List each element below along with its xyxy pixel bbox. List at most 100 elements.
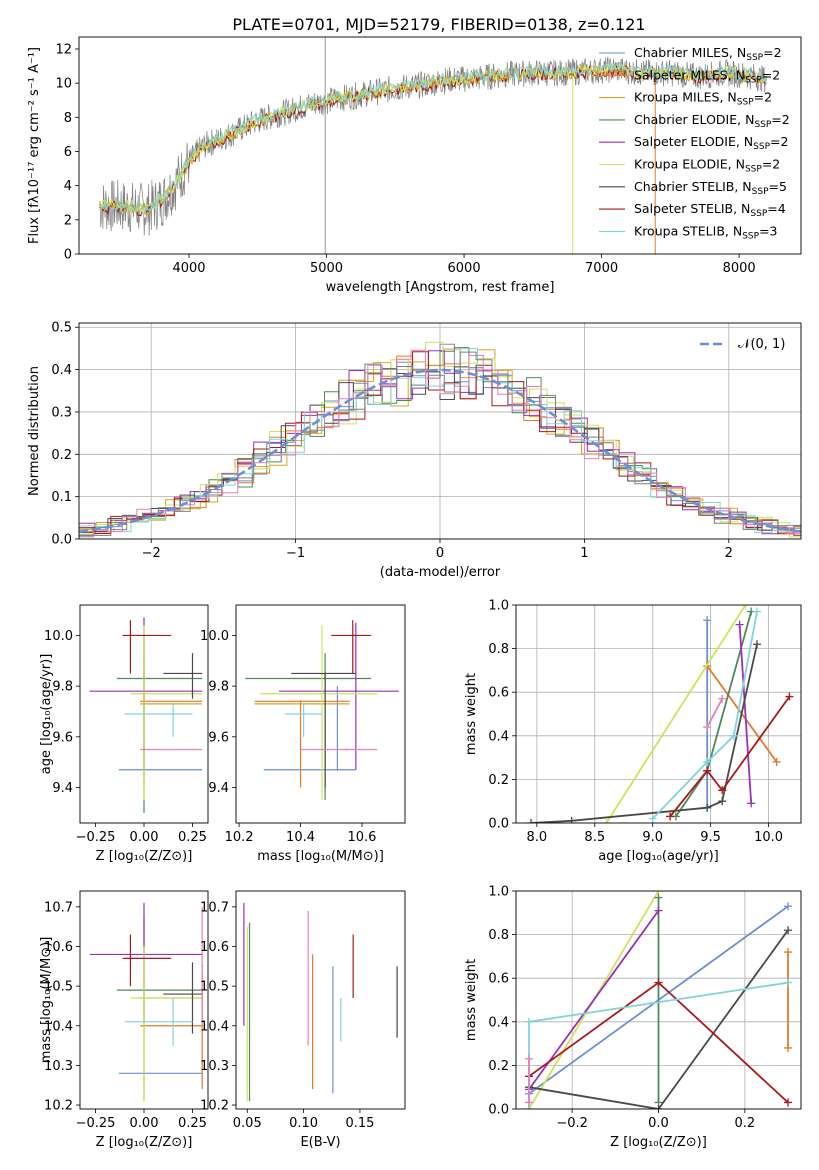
y-tick-label: 10.6 <box>200 940 229 955</box>
legend-entry: 𝒩(0, 1) <box>738 337 785 352</box>
x-axis-label: mass [log₁₀(M/M⊙)] <box>257 849 384 864</box>
series-marker <box>654 978 663 987</box>
histogram-step <box>79 349 801 538</box>
y-axis-label: mass weight <box>464 959 479 1041</box>
series-marker <box>752 607 761 616</box>
series-marker <box>784 948 793 957</box>
x-tick-label: −0.25 <box>76 1116 116 1131</box>
legend-sub: SSP <box>754 120 771 130</box>
histogram-step <box>79 351 801 536</box>
plot-area <box>89 902 204 1102</box>
x-tick-label: 0 <box>436 546 444 561</box>
x-tick-label: 2 <box>725 546 733 561</box>
series-line <box>706 698 723 728</box>
x-tick-label: 9.0 <box>642 830 663 845</box>
normal-reference-curve <box>79 368 801 533</box>
series-marker <box>718 786 727 795</box>
data-point <box>302 713 305 715</box>
x-tick-label: 0.00 <box>130 1116 159 1131</box>
legend-suffix: =4 <box>767 201 785 216</box>
y-tick-label: 9.8 <box>208 680 229 695</box>
series-marker <box>747 799 756 808</box>
series-marker <box>703 723 712 732</box>
legend-suffix: =2 <box>770 134 788 149</box>
x-tick-label: 8.5 <box>584 830 605 845</box>
mass-vs-metallicity-panel: −0.25 0.00 0.25 10.2 10.3 10.4 10.5 10.6 10.7 Z [… <box>39 890 209 1150</box>
data-point <box>172 713 175 715</box>
legend-suffix: =5 <box>769 179 787 194</box>
legend-entry: Chabrier STELIB, NSSP=5 <box>634 179 787 197</box>
series-marker <box>703 766 712 775</box>
series-marker <box>524 1098 533 1107</box>
plot-area <box>79 323 801 539</box>
massweight-vs-age-panel: 8.0 8.5 9.0 9.5 10.0 0.0 0.2 0.4 0.6 0.8 1.0 age [l… <box>464 599 802 864</box>
y-tick-label: 0.6 <box>488 972 509 987</box>
legend-label: Salpeter STELIB, N <box>634 201 750 216</box>
data-point <box>354 690 357 693</box>
series-marker <box>735 620 744 629</box>
y-tick-label: 10.3 <box>200 1059 229 1074</box>
y-tick-label: 10.4 <box>44 1019 73 1034</box>
y-axis-label: mass weight <box>464 673 479 755</box>
x-tick-label: −0.2 <box>556 1116 588 1131</box>
series-marker <box>703 803 712 812</box>
x-axis-label: Z [log₁₀(Z/Z⊙)] <box>96 849 193 864</box>
legend-sub: SSP <box>742 231 759 241</box>
axes-frame <box>79 604 209 824</box>
legend-sub: SSP <box>753 142 770 152</box>
x-tick-label: 4000 <box>172 261 205 276</box>
y-axis-label: Flux [fλ10⁻¹⁷ erg cm⁻² s⁻¹ A⁻¹] <box>27 47 42 244</box>
y-tick-label: 10.7 <box>44 900 73 915</box>
y-tick-label: 0.2 <box>51 448 72 463</box>
y-tick-label: 0.8 <box>488 928 509 943</box>
series-marker <box>654 1105 663 1109</box>
plot-area <box>99 37 767 254</box>
model-spectrum-line <box>99 62 767 215</box>
y-tick-label: 10 <box>55 77 72 92</box>
legend-entry: Kroupa MILES, NSSP=2 <box>634 90 772 108</box>
y-tick-label: 10.0 <box>44 629 73 644</box>
massweight-vs-metallicity-panel: −0.2 0.0 0.2 0.0 0.2 0.4 0.6 0.8 1.0 Z [log₁₀(Z/Z… <box>464 885 802 1150</box>
axes-frame <box>78 36 802 255</box>
data-point <box>143 692 145 695</box>
data-point <box>345 748 348 751</box>
series-line <box>652 611 758 820</box>
y-tick-label: 10.5 <box>200 980 229 995</box>
y-tick-label: 0.0 <box>488 817 509 832</box>
legend-suffix: =2 <box>762 157 780 172</box>
x-tick-label: 0.00 <box>130 830 159 845</box>
axes-frame <box>515 890 802 1110</box>
legend-label: Kroupa MILES, N <box>634 90 737 105</box>
y-tick-label: 9.6 <box>208 730 229 745</box>
legend-sub: SSP <box>752 187 769 197</box>
series-marker <box>784 926 793 935</box>
series-marker <box>784 978 793 987</box>
x-tick-label: 0.10 <box>289 1116 318 1131</box>
y-tick-label: 4 <box>64 179 72 194</box>
series-line <box>531 644 758 823</box>
legend-label: Kroupa STELIB, N <box>634 223 742 238</box>
x-tick-label: 5000 <box>310 261 343 276</box>
axes-frame <box>79 890 209 1110</box>
x-axis-label: wavelength [Angstrom, rest frame] <box>326 280 555 295</box>
y-tick-label: 1.0 <box>488 599 509 614</box>
series-marker <box>524 1054 533 1063</box>
series-marker <box>784 1043 793 1052</box>
series-marker <box>527 819 536 823</box>
data-point <box>143 748 145 751</box>
series-marker <box>703 757 712 766</box>
x-tick-label: 0.25 <box>178 830 207 845</box>
series-marker <box>654 906 663 915</box>
legend-label: Salpeter MILES, N <box>634 67 745 82</box>
y-tick-label: 9.8 <box>52 680 73 695</box>
legend-sub: SSP <box>745 165 762 175</box>
y-tick-label: 9.6 <box>52 730 73 745</box>
x-tick-label: −0.25 <box>76 830 116 845</box>
legend-label: Chabrier STELIB, N <box>634 179 752 194</box>
axes-frame <box>78 322 802 540</box>
series-marker <box>752 640 761 649</box>
legend-sub: SSP <box>750 209 767 219</box>
y-tick-label: 0.2 <box>488 1059 509 1074</box>
y-tick-label: 10.4 <box>200 1019 229 1034</box>
